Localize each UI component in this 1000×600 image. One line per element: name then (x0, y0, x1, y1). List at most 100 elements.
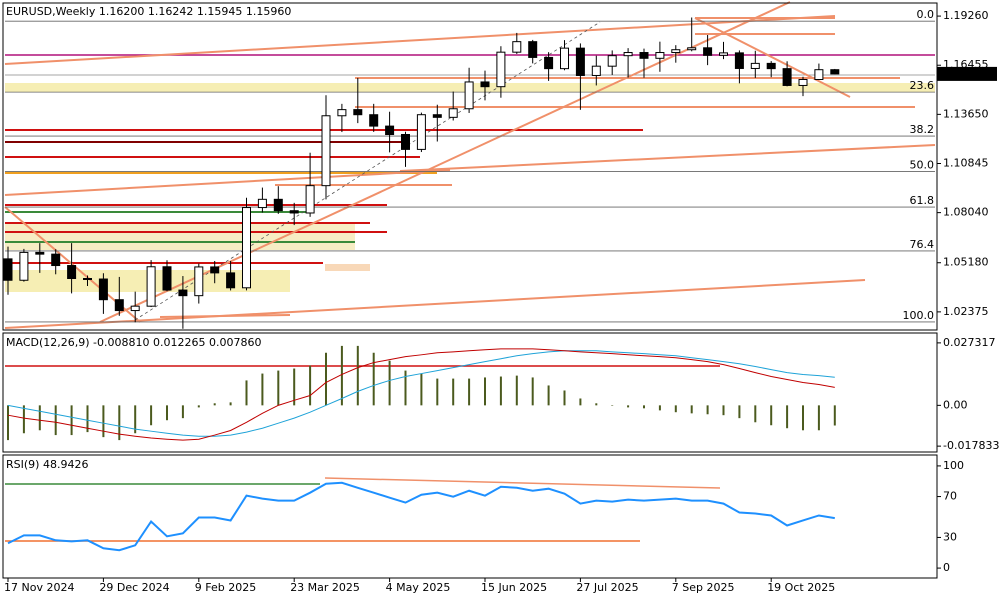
macd-bar (181, 405, 184, 419)
macd-bar (643, 405, 645, 409)
macd-bar (372, 352, 375, 406)
candle-body (480, 81, 490, 88)
macd-bar (627, 405, 630, 408)
x-tick-label: 4 May 2025 (386, 581, 451, 594)
fib-label: 76.4 (910, 238, 935, 251)
chart-header: EURUSD,Weekly 1.16200 1.16242 1.15945 1.… (6, 5, 291, 18)
y-tick-label: 30 (943, 530, 957, 543)
candle-body (401, 134, 410, 150)
candle-body (544, 56, 554, 70)
macd-bar (38, 405, 41, 431)
candle-body (655, 52, 665, 59)
macd-bar (277, 370, 280, 406)
candle-body (782, 68, 792, 86)
macd-bar (22, 405, 25, 434)
candle-body (623, 52, 633, 57)
candle-body (98, 278, 108, 301)
y-tick-label: 0.027317 (943, 336, 996, 349)
y-tick-label: 0.00 (943, 398, 968, 411)
trend-line (694, 17, 851, 98)
candle-body (639, 52, 649, 59)
trend-line (399, 144, 936, 172)
candle-body (512, 41, 522, 53)
high-label: 1.16242 (148, 5, 194, 18)
candle-body (591, 65, 601, 76)
candle-body (19, 251, 29, 281)
rsi-line (7, 481, 835, 552)
macd-bar (102, 405, 105, 438)
candle-body (130, 305, 140, 312)
macd-bar (118, 405, 121, 441)
candle-body (750, 62, 760, 69)
macd-bar (150, 405, 153, 426)
macd-bar (388, 360, 391, 406)
macd-bar (611, 405, 614, 406)
macd-bar (7, 405, 9, 441)
candle-body (162, 266, 172, 291)
candle-body (83, 277, 92, 280)
y-tick-label: 0 (943, 561, 950, 574)
candle-body (146, 266, 156, 307)
trend-line (4, 169, 451, 196)
y-tick-label: -0.017833 (943, 439, 999, 452)
x-tick-label: 9 Feb 2025 (195, 581, 256, 594)
candle-body (671, 49, 681, 54)
macd-bar (229, 402, 232, 406)
macd-bar (340, 345, 343, 406)
candle-body (67, 265, 77, 279)
macd-legend: MACD(12,26,9) -0.008810 0.012265 0.00786… (6, 336, 262, 349)
macd-bar (245, 380, 248, 406)
candle-body (321, 115, 331, 187)
fib-label: 23.6 (910, 79, 935, 92)
macd-bar (309, 365, 312, 406)
x-tick-label: 7 Sep 2025 (672, 581, 735, 594)
candle-body (35, 251, 45, 255)
fib-label: 50.0 (910, 159, 935, 172)
macd-line (7, 350, 835, 437)
fib-label: 38.2 (910, 123, 935, 136)
zone (325, 264, 370, 271)
rsi-trend-line (324, 477, 721, 489)
y-tick-label: 1.05180 (943, 256, 989, 269)
macd-bar (54, 405, 57, 436)
open-label: 1.16200 (99, 5, 145, 18)
rsi-legend: RSI(9) 48.9426 (6, 458, 88, 471)
macd-bar (134, 405, 137, 434)
fib-label: 0.0 (917, 8, 935, 21)
candle-body (305, 185, 315, 214)
candle-body (353, 109, 363, 116)
macd-bar (436, 378, 439, 406)
candle-body (703, 47, 713, 56)
candle-body (289, 210, 299, 214)
trend-line (4, 15, 836, 65)
candle-body (416, 114, 426, 150)
candle-body (719, 52, 728, 56)
symbol: EURUSD,Weekly (6, 5, 96, 18)
trend-line (4, 279, 866, 329)
macd-bar (722, 405, 725, 416)
macd-bar (197, 405, 200, 408)
macd-bar (595, 403, 598, 406)
candle-body (337, 109, 347, 117)
candle-body (242, 207, 251, 289)
candle-body (575, 47, 585, 76)
macd-bar (515, 375, 518, 406)
candle-body (830, 69, 840, 75)
candle-body (273, 198, 283, 212)
macd-bar (213, 403, 216, 406)
macd-label: MACD(12,26,9) (6, 336, 90, 349)
price-marker (937, 66, 997, 81)
rsi-panel (2, 454, 938, 579)
macd-bar (754, 405, 757, 423)
candle-body (178, 289, 188, 297)
macd-bar (690, 405, 693, 414)
candle-body (798, 79, 808, 86)
macd-bar (325, 352, 327, 406)
candle-body (114, 299, 124, 312)
macd-bar (706, 405, 709, 415)
macd-bar (452, 378, 455, 406)
macd-bar (786, 405, 789, 429)
rsi-value: 48.9426 (43, 458, 89, 471)
y-tick-label: 100 (943, 459, 964, 472)
